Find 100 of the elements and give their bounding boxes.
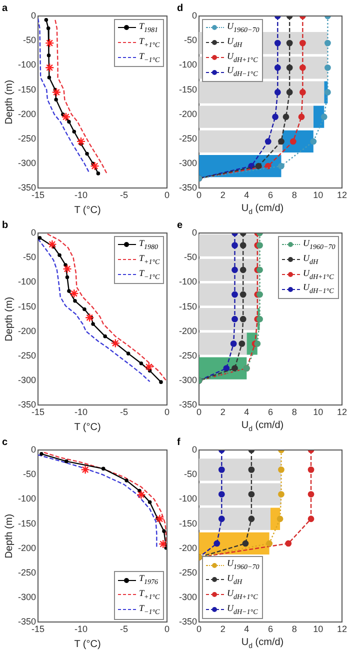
- y-tick-label: -300: [179, 592, 198, 602]
- x-tick-label: 2: [220, 190, 226, 200]
- x-tick-label: 8: [292, 190, 297, 200]
- y-axis-title: Depth (m): [4, 514, 15, 558]
- x-tick-label: 4: [244, 407, 250, 418]
- x-tick-label: 2: [220, 407, 226, 418]
- legend-label: T$_{+1°C}$: [139, 588, 160, 603]
- legend-label: U$_{dH+1°C}$: [303, 268, 334, 282]
- x-tick-label: 6: [268, 190, 274, 200]
- x-tick-label: 4: [244, 190, 250, 200]
- y-tick-label: -50: [184, 35, 198, 46]
- y-tick-label: -150: [18, 518, 36, 528]
- chart-title: e: [177, 220, 183, 231]
- x-axis-title: U$_{d}$ (cm/d): [240, 203, 285, 216]
- y-tick-label: -50: [23, 35, 36, 46]
- legend-label: U$_{dH+1°C}$: [227, 588, 258, 603]
- chart-title: c: [2, 436, 8, 448]
- legend-label: U$_{dH−1°C}$: [303, 282, 334, 298]
- y-tick-label: -350: [18, 616, 36, 627]
- y-tick-label: -200: [179, 108, 198, 119]
- legend-label: T$_{1981}$: [139, 21, 158, 36]
- x-axis-title: U$_{d}$ (cm/d): [240, 420, 285, 433]
- y-tick-label: 0: [192, 227, 198, 238]
- x-tick-label: -5: [120, 190, 128, 200]
- chart-title: a: [2, 2, 8, 14]
- x-tick-label: 0: [164, 624, 170, 634]
- y-tick-label: -200: [18, 326, 36, 336]
- y-tick-label: -100: [179, 276, 198, 287]
- x-axis-title: U$_{d}$ (cm/d): [240, 637, 285, 650]
- x-tick-label: 10: [313, 407, 324, 418]
- x-tick-label: 0: [164, 407, 170, 418]
- legend-label: T$_{+1°C}$: [139, 252, 160, 268]
- y-tick-label: -350: [18, 400, 36, 410]
- y-tick-label: -300: [18, 158, 36, 168]
- x-tick-label: -15: [32, 407, 45, 418]
- y-tick-label: -100: [18, 494, 36, 504]
- legend-label: U$_{dH−1°C}$: [227, 65, 258, 80]
- y-tick-label: -100: [18, 276, 36, 287]
- y-tick-label: -300: [18, 592, 36, 602]
- x-tick-label: 12: [336, 407, 348, 418]
- legend-label: U$_{dH−1°C}$: [227, 602, 258, 618]
- y-tick-label: -350: [179, 400, 198, 410]
- x-tick-label: 6: [268, 624, 274, 634]
- x-tick-label: -5: [120, 624, 128, 634]
- legend-label: T$_{+1°C}$: [139, 36, 160, 51]
- y-tick-label: -150: [179, 518, 198, 528]
- x-tick-label: 12: [336, 190, 348, 200]
- y-tick-label: -150: [179, 84, 198, 94]
- x-tick-label: -5: [120, 407, 128, 418]
- legend-label: U$_{dH}$: [227, 36, 242, 51]
- y-tick-label: 0: [31, 227, 36, 238]
- y-tick-label: -150: [18, 301, 36, 312]
- y-tick-label: -350: [179, 182, 198, 193]
- y-tick-label: -150: [18, 84, 36, 94]
- x-tick-label: -15: [32, 624, 45, 634]
- x-tick-label: 10: [313, 624, 324, 634]
- x-tick-label: 2: [220, 624, 226, 634]
- x-tick-label: 4: [244, 624, 250, 634]
- legend-label: U$_{1960−70}$: [227, 21, 260, 36]
- x-axis-title: T (°C): [73, 205, 102, 216]
- y-tick-label: -300: [179, 375, 198, 386]
- y-axis-title: Depth (m): [4, 80, 15, 124]
- x-tick-label: 8: [292, 624, 297, 634]
- chart-title: d: [177, 2, 184, 14]
- y-tick-label: -50: [23, 252, 36, 262]
- x-tick-label: -10: [74, 190, 88, 200]
- y-tick-label: -200: [179, 326, 198, 336]
- y-tick-label: -100: [179, 494, 198, 504]
- y-tick-label: -350: [179, 616, 198, 627]
- y-tick-label: -200: [179, 542, 198, 553]
- y-tick-label: -100: [18, 60, 36, 70]
- y-tick-label: -50: [184, 252, 198, 262]
- y-tick-label: -250: [179, 567, 198, 578]
- legend-label: T$_{−1°C}$: [139, 50, 160, 66]
- x-axis-title: T (°C): [73, 639, 102, 650]
- x-tick-label: -10: [74, 407, 88, 418]
- y-tick-label: -350: [18, 182, 36, 193]
- legend-label: T$_{1976}$: [139, 573, 158, 588]
- x-tick-label: 0: [164, 190, 170, 200]
- y-tick-label: -200: [18, 108, 36, 119]
- legend-label: U$_{dH+1°C}$: [227, 50, 258, 66]
- legend-label: T$_{1980}$: [139, 238, 158, 253]
- y-tick-label: -250: [179, 133, 198, 144]
- x-tick-label: 10: [313, 190, 324, 200]
- legend-label: U$_{dH}$: [303, 252, 318, 268]
- y-tick-label: -250: [179, 350, 198, 360]
- x-tick-label: 12: [336, 624, 348, 634]
- y-tick-label: -250: [18, 133, 36, 144]
- y-axis-title: Depth (m): [4, 296, 15, 342]
- x-tick-label: -15: [32, 190, 45, 200]
- y-tick-label: -300: [179, 158, 198, 168]
- legend-label: U$_{dH}$: [227, 572, 242, 588]
- x-tick-label: 8: [292, 407, 297, 418]
- y-tick-label: 0: [192, 10, 198, 20]
- y-tick-label: -100: [179, 60, 198, 70]
- y-tick-label: -300: [18, 375, 36, 386]
- legend-label: T$_{−1°C}$: [139, 602, 160, 618]
- x-tick-label: -10: [74, 624, 88, 634]
- chart-title: b: [2, 220, 8, 231]
- y-tick-label: -250: [18, 350, 36, 360]
